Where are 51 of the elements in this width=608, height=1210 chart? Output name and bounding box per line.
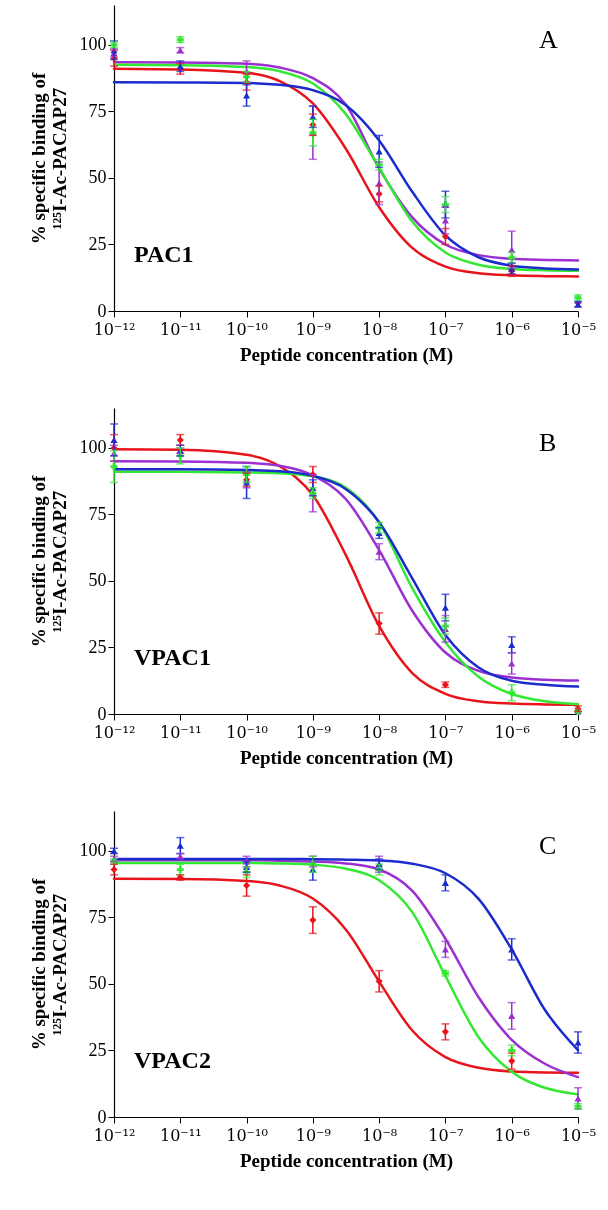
y-tick-label: 100 [79,840,107,861]
x-tick-label: 10⁻¹⁰ [226,722,268,742]
y-tick-label: 25 [88,1039,107,1060]
x-tick-label: 10⁻⁷ [428,722,464,742]
x-tick-label: 10⁻¹² [93,1125,136,1145]
x-tick-label: 10⁻¹² [93,319,136,339]
y-axis-title: % specific binding of ¹²⁵I-Ac-PACAP27 [27,475,70,648]
y-tick-label: 75 [88,100,107,121]
y-tick-label: 25 [88,233,107,254]
annotation: PAC1 [134,241,194,267]
y-tick-label: 0 [97,703,107,724]
y-tick-label: 50 [88,167,107,188]
y-tick-label: 50 [88,570,107,591]
x-tick-label: 10⁻¹¹ [159,722,202,742]
x-tick-label: 10⁻⁶ [494,722,530,742]
x-axis-title: Peptide concentration (M) [239,1149,454,1172]
x-tick-label: 10⁻⁵ [560,1125,597,1145]
y-tick-label: 50 [88,973,107,994]
x-axis-title: Peptide concentration (M) [239,343,454,366]
x-tick-label: 10⁻⁸ [362,319,398,339]
annotation: C [539,831,557,860]
x-tick-label: 10⁻⁶ [494,1125,530,1145]
y-tick-label: 0 [97,1106,107,1127]
x-tick-label: 10⁻⁷ [428,319,464,339]
x-tick-label: 10⁻⁵ [560,319,597,339]
x-axis-title: Peptide concentration (M) [239,746,454,769]
annotation: A [539,25,558,54]
x-tick-label: 10⁻⁶ [494,319,530,339]
x-tick-label: 10⁻⁷ [428,1125,464,1145]
x-tick-label: 10⁻⁹ [295,319,332,339]
y-axis-title: % specific binding of ¹²⁵I-Ac-PACAP27 [27,878,70,1051]
x-tick-label: 10⁻¹⁰ [226,1125,268,1145]
x-tick-label: 10⁻⁹ [295,722,332,742]
x-tick-label: 10⁻¹¹ [159,319,202,339]
annotation: B [539,428,557,457]
y-tick-label: 100 [79,34,107,55]
y-axis-title: % specific binding of ¹²⁵I-Ac-PACAP27 [27,72,70,245]
y-tick-label: 0 [97,300,107,321]
annotation: VPAC1 [134,644,211,670]
x-tick-label: 10⁻⁸ [362,722,398,742]
x-tick-label: 10⁻⁵ [560,722,597,742]
y-tick-label: 75 [88,906,107,927]
y-tick-label: 25 [88,636,107,657]
x-tick-label: 10⁻¹⁰ [226,319,268,339]
x-tick-label: 10⁻⁹ [295,1125,332,1145]
x-tick-label: 10⁻⁸ [362,1125,398,1145]
annotation: VPAC2 [134,1047,211,1073]
y-tick-label: 100 [79,437,107,458]
x-tick-label: 10⁻¹¹ [159,1125,202,1145]
x-tick-label: 10⁻¹² [93,722,136,742]
y-tick-label: 75 [88,503,107,524]
